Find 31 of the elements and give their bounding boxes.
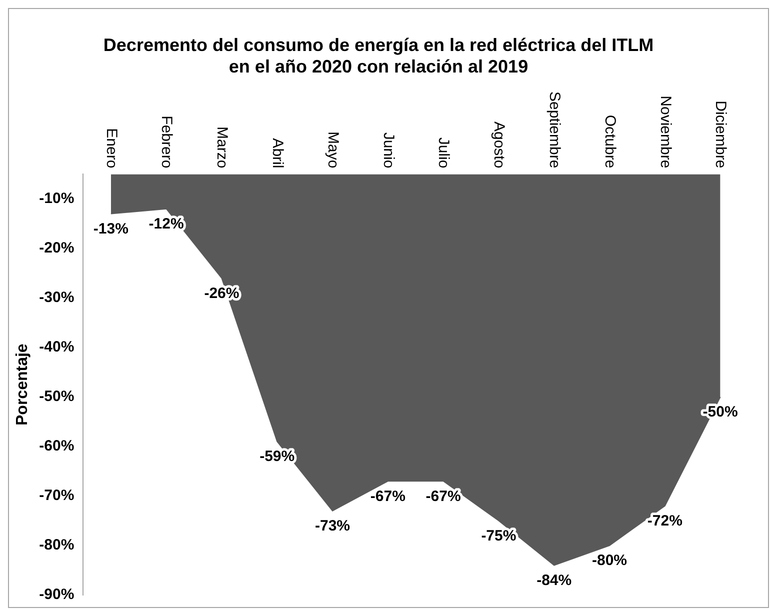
- y-tick-label: -60%: [39, 438, 74, 455]
- y-tick-label: -50%: [39, 388, 74, 406]
- y-tick-label: -90%: [39, 586, 74, 604]
- x-tick-label: Junio: [380, 132, 397, 168]
- x-tick-label: Octubre: [601, 114, 618, 168]
- y-tick-label: -10%: [39, 190, 74, 208]
- data-label: -73%: [314, 517, 350, 534]
- data-label: -67%: [426, 488, 461, 505]
- y-tick-label: -20%: [39, 240, 74, 257]
- y-tick-label: -80%: [39, 536, 74, 554]
- data-label: -72%: [647, 512, 682, 530]
- x-tick-label: Marzo: [214, 126, 231, 168]
- x-tick-label: Abril: [268, 138, 286, 168]
- x-tick-label: Septiembre: [546, 91, 563, 168]
- x-tick-label: Noviembre: [656, 96, 674, 168]
- y-tick-label: -40%: [39, 338, 74, 356]
- y-tick-label: -70%: [39, 487, 74, 504]
- x-tick-label: Agosto: [490, 121, 508, 168]
- x-tick-label: Enero: [102, 128, 120, 168]
- data-label: -84%: [536, 572, 572, 589]
- x-tick-label: Julio: [435, 137, 452, 168]
- x-tick-label: Mayo: [324, 132, 342, 168]
- data-label: -80%: [592, 552, 628, 570]
- data-label: -67%: [370, 488, 406, 505]
- x-tick-label: Diciembre: [712, 100, 730, 168]
- x-tick-label: Febrero: [158, 116, 176, 168]
- y-tick-label: -30%: [39, 289, 74, 306]
- chart-title: Decremento del consumo de energía en la red eléctrica del ITLM en el año 2020 con relación al 2019: [103, 34, 654, 76]
- data-label: -75%: [481, 527, 516, 544]
- y-axis-title: Porcentaje: [14, 344, 32, 426]
- data-label: -13%: [93, 220, 128, 238]
